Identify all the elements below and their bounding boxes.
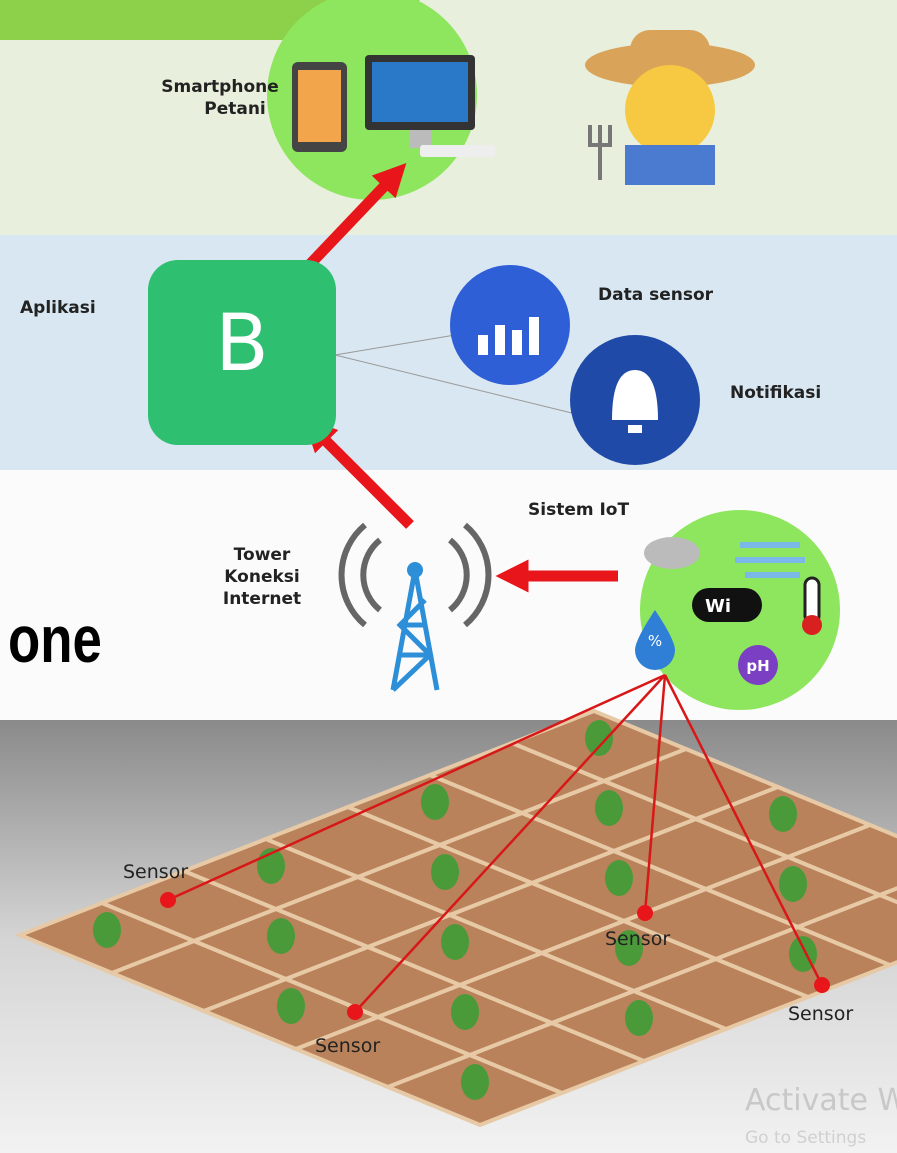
thermometer-bulb <box>802 615 822 635</box>
watermark: Go to Settings <box>745 1128 866 1148</box>
plant <box>461 1064 489 1100</box>
sensor-label: Sensor <box>315 1035 380 1057</box>
plant <box>625 1000 653 1036</box>
plant <box>605 860 633 896</box>
cloud-icon <box>644 537 700 569</box>
app-label: Aplikasi <box>20 298 96 318</box>
plant <box>451 994 479 1030</box>
sensor-label: Sensor <box>605 928 670 950</box>
app-icon-letter: B <box>215 299 269 389</box>
plant <box>769 796 797 832</box>
tablet-screen <box>298 70 341 142</box>
keyboard <box>420 145 495 157</box>
big-text: one <box>8 602 102 676</box>
farmer-face <box>625 65 715 155</box>
iot-label: Sistem IoT <box>528 500 629 520</box>
plant <box>585 720 613 756</box>
farmer-overalls <box>625 145 715 185</box>
sensor-label: Sensor <box>788 1003 853 1025</box>
plant <box>595 790 623 826</box>
wifi-text: Wi <box>705 596 731 617</box>
notification-label: Notifikasi <box>730 383 821 403</box>
plant <box>277 988 305 1024</box>
ph-text: pH <box>746 657 769 675</box>
farmer-hat-top <box>630 30 710 70</box>
plant <box>431 854 459 890</box>
plant <box>93 912 121 948</box>
band-app <box>0 235 897 470</box>
data-sensor-label: Data sensor <box>598 285 714 305</box>
humidity-text: % <box>648 632 662 650</box>
plant <box>441 924 469 960</box>
plant <box>421 784 449 820</box>
plant <box>779 866 807 902</box>
watermark: Activate Wi <box>745 1083 897 1118</box>
plant <box>267 918 295 954</box>
monitor-screen <box>372 62 468 122</box>
tower-top <box>407 562 423 578</box>
diagram: SmartphonePetani Aplikasi B Data sensor … <box>0 0 897 1153</box>
sensor-label: Sensor <box>123 861 188 883</box>
data-sensor-icon <box>450 265 570 385</box>
